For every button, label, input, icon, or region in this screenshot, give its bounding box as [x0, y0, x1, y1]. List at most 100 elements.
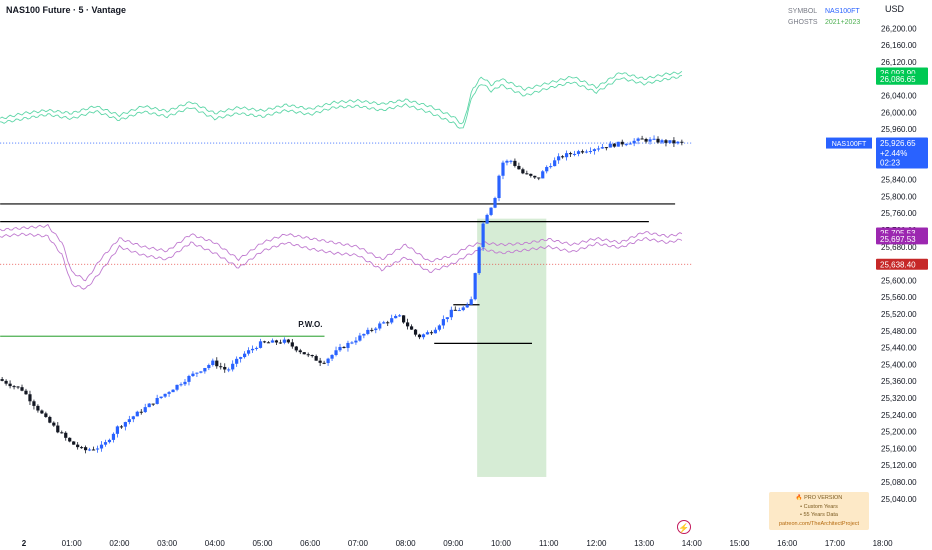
- candle-body-0: [0, 379, 4, 381]
- candle-body-94: [374, 328, 378, 331]
- candle-body-76: [302, 352, 306, 355]
- candle-body-7: [28, 394, 32, 402]
- candle-body-34: [135, 411, 139, 417]
- candle-body-155: [616, 141, 620, 147]
- candle-body-41: [163, 393, 167, 397]
- candle-body-160: [636, 138, 640, 141]
- candle-body-154: [612, 143, 616, 147]
- last-symbol-tag: [826, 137, 872, 149]
- candle-body-109: [433, 329, 438, 334]
- candle-body-135: [537, 177, 541, 179]
- promo-link[interactable]: patreon.com/TheArchitectProject: [778, 520, 860, 527]
- candle-body-166: [660, 140, 664, 143]
- flash-icon[interactable]: ⚡: [677, 520, 691, 534]
- legend-symbol-label: SYMBOL: [788, 8, 818, 15]
- candle-body-144: [572, 153, 577, 155]
- candle-body-170: [676, 141, 680, 144]
- candle-body-143: [568, 153, 573, 155]
- y-tick-label-13: 25,680.00: [881, 243, 917, 252]
- candle-body-6: [24, 390, 28, 395]
- x-tick-label-2: 02:00: [109, 539, 130, 548]
- candle-body-31: [123, 422, 127, 427]
- candle-body-129: [513, 160, 517, 166]
- y-tick-label-24: 25,200.00: [881, 428, 917, 437]
- candle-body-151: [600, 147, 604, 149]
- candle-body-71: [282, 339, 286, 343]
- candle-body-70: [278, 342, 282, 344]
- candle-body-93: [370, 329, 374, 331]
- candle-body-20: [80, 447, 84, 449]
- candle-body-66: [262, 341, 267, 343]
- candle-body-57: [227, 369, 231, 371]
- ghost-line-1: [0, 75, 682, 129]
- candle-body-98: [390, 318, 394, 323]
- candle-body-2: [8, 383, 12, 387]
- y-tick-label-5: 26,000.00: [881, 108, 917, 117]
- promo-box[interactable]: 🔥 PRO VERSION • Custom Years • 55 Years …: [769, 492, 869, 530]
- candle-body-22: [87, 449, 92, 451]
- candle-body-18: [72, 441, 76, 445]
- candle-body-79: [314, 356, 318, 361]
- price-badge-text-2: 25,926.65: [880, 139, 916, 148]
- candle-body-77: [306, 354, 310, 356]
- y-tick-label-11: 25,760.00: [881, 209, 917, 218]
- y-tick-label-15: 25,600.00: [881, 276, 917, 285]
- price-badge-text-5: 25,638.40: [880, 260, 916, 269]
- y-tick-label-21: 25,360.00: [881, 377, 917, 386]
- candle-body-125: [497, 175, 501, 199]
- candle-body-111: [441, 319, 445, 326]
- price-badge-change: +2.44%: [880, 149, 907, 158]
- candle-body-83: [330, 354, 334, 359]
- candle-body-46: [183, 381, 187, 385]
- chart-title: NAS100 Future · 5 · Vantage: [6, 5, 127, 15]
- candle-body-108: [429, 332, 434, 334]
- candle-body-112: [445, 317, 449, 320]
- legend-ghosts-value: 2021+2023: [825, 19, 861, 26]
- candle-body-10: [40, 410, 44, 414]
- candle-body-42: [167, 392, 171, 394]
- candle-body-25: [99, 444, 104, 449]
- candle-body-107: [425, 332, 430, 335]
- y-tick-label-10: 25,800.00: [881, 192, 917, 201]
- candle-body-95: [378, 323, 382, 329]
- price-badge-5: [876, 258, 928, 270]
- candle-body-80: [318, 360, 322, 363]
- y-tick-label-16: 25,560.00: [881, 293, 917, 302]
- candle-body-27: [107, 439, 112, 443]
- candle-body-12: [48, 416, 52, 423]
- ghost-line-2: [0, 223, 683, 282]
- candle-body-141: [561, 156, 565, 158]
- x-tick-label-17: 17:00: [825, 539, 846, 548]
- y-tick-label-18: 25,480.00: [881, 327, 917, 336]
- candle-body-14: [56, 425, 60, 433]
- candle-body-168: [668, 140, 672, 143]
- candle-body-5: [20, 387, 24, 391]
- x-tick-label-16: 16:00: [777, 539, 798, 548]
- candle-body-167: [664, 140, 668, 143]
- x-tick-label-8: 08:00: [396, 539, 417, 548]
- y-tick-label-23: 25,240.00: [881, 411, 917, 420]
- candle-body-53: [211, 360, 215, 366]
- y-tick-label-9: 25,840.00: [881, 176, 917, 185]
- y-tick-label-2: 26,120.00: [881, 58, 917, 67]
- x-tick-label-3: 03:00: [157, 539, 178, 548]
- y-tick-label-27: 25,080.00: [881, 478, 917, 487]
- y-tick-label-26: 25,120.00: [881, 461, 917, 470]
- candle-body-13: [52, 422, 56, 426]
- candle-body-121: [481, 223, 485, 248]
- y-tick-label-25: 25,160.00: [881, 444, 917, 453]
- candle-body-124: [493, 198, 497, 208]
- candle-body-123: [489, 207, 493, 215]
- y-tick-label-6: 25,960.00: [881, 125, 917, 134]
- currency-label[interactable]: USD: [885, 4, 905, 14]
- last-symbol-tag-text: NAS100FT: [832, 141, 867, 148]
- candle-body-17: [68, 437, 72, 442]
- x-tick-label-5: 05:00: [252, 539, 273, 548]
- y-tick-label-1: 26,160.00: [881, 41, 917, 50]
- candle-body-146: [580, 151, 585, 153]
- candle-body-96: [382, 322, 386, 324]
- y-tick-label-4: 26,040.00: [881, 92, 917, 101]
- x-tick-label-12: 12:00: [586, 539, 607, 548]
- candle-body-156: [620, 141, 624, 145]
